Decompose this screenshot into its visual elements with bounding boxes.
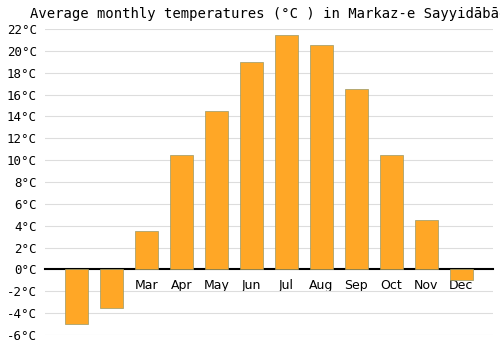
Bar: [135, 231, 158, 270]
Bar: [100, 270, 122, 308]
Bar: [415, 220, 438, 270]
Bar: [240, 62, 262, 270]
Bar: [65, 270, 88, 324]
Bar: [205, 111, 228, 270]
Bar: [275, 35, 297, 270]
Bar: [450, 270, 472, 280]
Bar: [345, 89, 368, 270]
Bar: [310, 46, 332, 270]
Bar: [380, 155, 402, 270]
Title: Average monthly temperatures (°C ) in Markaz-e Sayyidābād: Average monthly temperatures (°C ) in Ma…: [30, 7, 500, 21]
Bar: [170, 155, 192, 270]
